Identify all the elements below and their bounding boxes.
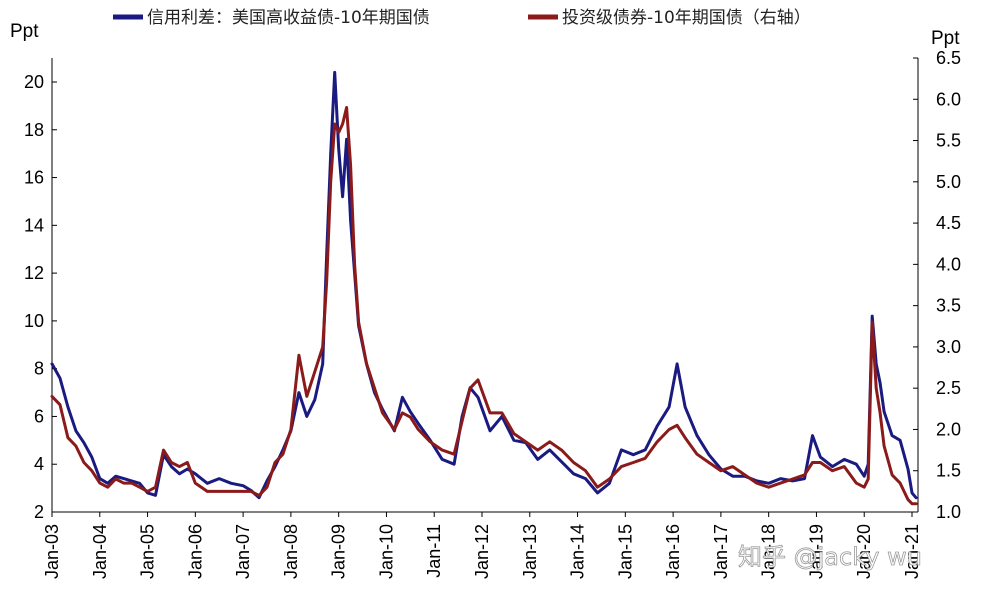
watermark: 知乎 @jacky wu	[738, 543, 922, 571]
left-tick-label: 2	[34, 502, 44, 522]
right-tick-label: 4.5	[936, 213, 961, 233]
x-tick-label: Jan-17	[711, 524, 731, 579]
x-tick-label: Jan-09	[329, 524, 349, 579]
right-tick-label: 6.5	[936, 48, 961, 68]
left-axis-unit: Ppt	[10, 21, 39, 42]
left-tick-label: 6	[34, 406, 44, 426]
x-tick-label: Jan-10	[376, 524, 396, 579]
x-tick-label: Jan-07	[233, 524, 253, 579]
left-axis-ticks: 2 4 6 8 10 12 14 16 18 20	[24, 72, 57, 522]
right-tick-label: 3.5	[936, 296, 961, 316]
x-tick-label: Jan-18	[759, 524, 779, 579]
x-tick-label: Jan-12	[472, 524, 492, 579]
x-axis-ticks: Jan-03 Jan-04 Jan-05 Jan-06 Jan-07 Jan-08 Jan-…	[42, 512, 922, 579]
left-tick-label: 10	[24, 311, 44, 331]
left-tick-label: 12	[24, 263, 44, 283]
right-tick-label: 2.0	[936, 419, 961, 439]
x-tick-label: Jan-04	[90, 524, 110, 579]
x-tick-label: Jan-13	[520, 524, 540, 579]
x-tick-label: Jan-15	[615, 524, 635, 579]
x-tick-label: Jan-05	[138, 524, 158, 579]
left-tick-label: 20	[24, 72, 44, 92]
left-tick-label: 18	[24, 120, 44, 140]
right-axis-ticks: 1.0 1.5 2.0 2.5 3.0 3.5 4.0 4.5 5.0 5.5 6.0 6.5	[913, 48, 961, 522]
legend-label-high-yield: 信用利差：美国高收益债-10年期国债	[147, 8, 430, 28]
x-tick-label: Jan-06	[185, 524, 205, 579]
right-tick-label: 6.0	[936, 89, 961, 109]
x-tick-label: Jan-14	[568, 524, 588, 579]
legend: 信用利差：美国高收益债-10年期国债 投资级债券-10年期国债（右轴）	[113, 8, 811, 28]
x-tick-label: Jan-03	[42, 524, 62, 579]
series-layer	[50, 70, 918, 506]
x-tick-label: Jan-08	[281, 524, 301, 579]
right-tick-label: 2.5	[936, 378, 961, 398]
left-tick-label: 8	[34, 359, 44, 379]
right-tick-label: 5.0	[936, 172, 961, 192]
left-tick-label: 14	[24, 215, 44, 235]
x-tick-label: Jan-20	[854, 524, 874, 579]
x-tick-label: Jan-21	[902, 524, 922, 579]
x-tick-label: Jan-11	[424, 524, 444, 578]
right-tick-label: 4.0	[936, 254, 961, 274]
left-tick-label: 16	[24, 168, 44, 188]
series-line-high-yield	[50, 70, 918, 500]
right-axis-unit: Ppt	[931, 28, 960, 49]
right-tick-label: 1.0	[936, 502, 961, 522]
legend-label-investment-grade: 投资级债券-10年期国债（右轴）	[562, 8, 811, 28]
x-tick-label: Jan-19	[806, 524, 826, 579]
series-line-investment-grade	[50, 106, 918, 506]
right-tick-label: 1.5	[936, 461, 961, 481]
x-tick-label: Jan-16	[663, 524, 683, 579]
right-tick-label: 5.5	[936, 131, 961, 151]
right-tick-label: 3.0	[936, 337, 961, 357]
left-tick-label: 4	[34, 454, 44, 474]
